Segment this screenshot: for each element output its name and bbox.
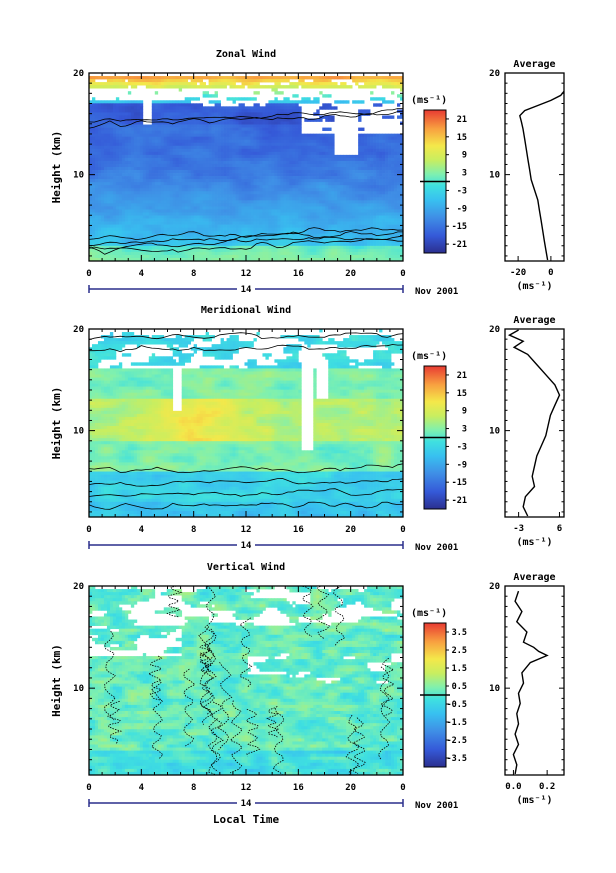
profile-frame [505,329,564,517]
colorbar-tick-label: -21 [452,240,467,250]
profile-line [520,91,564,260]
profile-y-tick-label: 20 [489,325,500,335]
colorbar-tick-label: -2.5 [447,736,467,746]
profile-x-tick-label: 6 [557,524,562,534]
date-label: Nov 2001 [415,801,458,811]
colorbar-tick-label: 21 [457,371,467,381]
y-tick-label: 20 [73,582,84,592]
y-tick-label: 10 [73,427,84,437]
profile-x-tick-label: 0.2 [539,782,555,792]
x-tick-label: 8 [191,525,196,535]
panel-3: Vertical Wind 0 4 8 12 16 20 0 10 20 Height (km) 14… [50,561,564,826]
colorbar-tick-label: 0.5 [452,682,467,692]
y-tick-label: 10 [73,684,84,694]
profile-x-tick-label: 0.0 [505,782,521,792]
x-tick-label: 8 [191,269,196,279]
x-axis-label: Local Time [213,813,280,826]
colorbar-tick-label: -0.5 [447,700,467,710]
colorbar-tick-label: -1.5 [447,718,467,728]
colorbar-tick-label: 15 [457,389,467,399]
x-tick-label: 4 [139,525,145,535]
colorbar-tick-label: 9 [462,407,467,417]
colorbar-tick-label: 9 [462,151,467,161]
date-label: Nov 2001 [415,543,458,553]
x-tick-label: 0 [86,783,91,793]
profile-x-tick-label: 0 [548,268,553,278]
colorbar-unit: (ms⁻¹) [411,608,447,619]
profile-title: Average [513,315,555,326]
day-label: 14 [241,799,252,809]
colorbar-tick-label: -15 [452,478,467,488]
colorbar-tick-label: -3.5 [447,754,467,764]
profile-y-tick-label: 20 [489,69,500,79]
x-tick-label: 8 [191,783,196,793]
profile-x-tick-label: -20 [510,268,526,278]
colorbar-tick-label: -21 [452,496,467,506]
x-tick-label: 20 [345,783,356,793]
profile-line [510,330,560,516]
profile-y-tick-label: 20 [489,582,500,592]
x-tick-label: 12 [241,525,252,535]
x-tick-label: 0 [86,269,91,279]
heatmap-field [89,76,403,261]
profile-x-tick-label: -3 [513,524,524,534]
profile-frame [505,586,564,775]
x-tick-label: 0 [400,525,405,535]
colorbar-tick-label: 15 [457,133,467,143]
profile-title: Average [513,572,555,583]
colorbar-tick-label: 1.5 [452,664,467,674]
colorbar-tick-label: -9 [457,204,467,214]
heatmap-field [89,586,403,775]
x-tick-label: 0 [86,525,91,535]
colorbar-tick-label: -9 [457,460,467,470]
profile-line [513,591,547,774]
profile-y-tick-label: 10 [489,171,500,181]
profile-y-tick-label: 10 [489,427,500,437]
panel-title: Zonal Wind [216,48,276,60]
y-axis-label: Height (km) [50,644,63,717]
x-tick-label: 16 [293,783,304,793]
y-tick-label: 10 [73,171,84,181]
colorbar-tick-label: -3 [457,442,467,452]
y-tick-label: 20 [73,69,84,79]
day-label: 14 [241,541,252,551]
x-tick-label: 20 [345,525,356,535]
profile-y-tick-label: 10 [489,684,500,694]
panel-title: Vertical Wind [207,561,285,573]
x-tick-label: 12 [241,269,252,279]
date-label: Nov 2001 [415,287,458,297]
colorbar-tick-label: 3 [462,425,467,435]
x-tick-label: 16 [293,269,304,279]
profile-x-label: (ms⁻¹) [516,537,552,548]
x-tick-label: 4 [139,269,145,279]
x-tick-label: 4 [139,783,145,793]
profile-frame [505,73,564,261]
colorbar-tick-label: 2.5 [452,646,467,656]
day-label: 14 [241,285,252,295]
x-tick-label: 0 [400,269,405,279]
colorbar-tick-label: 3.5 [452,628,467,638]
x-tick-label: 12 [241,783,252,793]
profile-title: Average [513,59,555,70]
colorbar-tick-label: 3 [462,169,467,179]
profile-x-label: (ms⁻¹) [516,795,552,806]
x-tick-label: 0 [400,783,405,793]
y-axis-label: Height (km) [50,387,63,460]
colorbar-tick-label: -15 [452,222,467,232]
panel-title: Meridional Wind [201,304,291,316]
heatmap-field [89,329,403,517]
colorbar-unit: (ms⁻¹) [411,351,447,362]
y-tick-label: 20 [73,325,84,335]
x-tick-label: 16 [293,525,304,535]
y-axis-label: Height (km) [50,131,63,204]
profile-x-label: (ms⁻¹) [516,281,552,292]
colorbar-tick-label: -3 [457,186,467,196]
colorbar-unit: (ms⁻¹) [411,95,447,106]
x-tick-label: 20 [345,269,356,279]
panel-2: Meridional Wind 0 4 8 12 16 20 0 10 20 Height (km)… [50,304,564,553]
panel-1: Zonal Wind 0 4 8 12 16 20 0 10 20 Height (km) 14 Nov… [50,48,564,297]
colorbar-tick-label: 21 [457,115,467,125]
